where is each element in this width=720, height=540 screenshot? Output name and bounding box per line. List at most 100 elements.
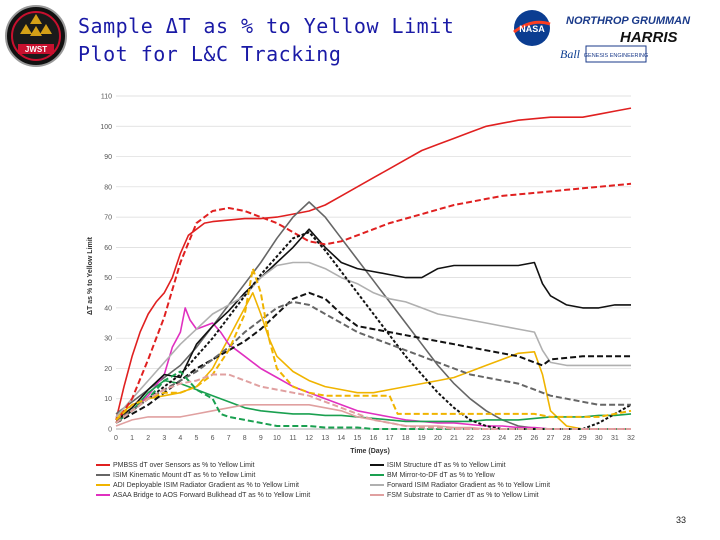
y-tick-label: 60 bbox=[104, 245, 112, 252]
x-tick-label: 31 bbox=[611, 435, 619, 442]
x-axis-label: Time (Days) bbox=[350, 448, 390, 455]
legend-label: Forward ISIM Radiator Gradient as % to Y… bbox=[387, 481, 551, 489]
legend-swatch bbox=[370, 474, 384, 476]
x-tick-label: 28 bbox=[563, 435, 571, 442]
y-tick-label: 100 bbox=[100, 124, 112, 131]
legend-swatch bbox=[370, 484, 384, 486]
legend-swatch bbox=[96, 464, 110, 466]
legend-entry: BM Mirror-to-DF dT as % to Yellow bbox=[370, 470, 495, 480]
x-tick-label: 13 bbox=[321, 435, 329, 442]
chart-legend: PMBSS dT over Sensors as % to Yellow Lim… bbox=[96, 460, 656, 504]
x-tick-label: 2 bbox=[146, 435, 150, 442]
y-tick-label: 30 bbox=[104, 336, 112, 343]
x-tick-label: 3 bbox=[162, 435, 166, 442]
y-tick-label: 70 bbox=[104, 215, 112, 222]
y-axis-ticks: 0 10 20 30 40 50 60 70 80 90 100 110 bbox=[100, 94, 112, 434]
x-tick-label: 14 bbox=[337, 435, 345, 442]
page-number: 33 bbox=[676, 515, 687, 525]
legend-swatch bbox=[96, 484, 110, 486]
x-tick-label: 9 bbox=[259, 435, 263, 442]
x-tick-label: 11 bbox=[289, 435, 296, 442]
legend-entry: ISIM Structure dT as % to Yellow Limit bbox=[370, 460, 506, 470]
y-tick-label: 10 bbox=[104, 396, 112, 403]
partner-logos: NASA NORTHROP GRUMMAN HARRIS Ball GENESI… bbox=[513, 10, 691, 63]
y-axis-label: ΔT as % to Yellow Limit bbox=[87, 236, 94, 315]
x-tick-label: 10 bbox=[273, 435, 281, 442]
x-tick-label: 12 bbox=[305, 435, 313, 442]
series-line-3 bbox=[115, 307, 631, 430]
legend-swatch bbox=[96, 494, 110, 496]
legend-entry: Forward ISIM Radiator Gradient as % to Y… bbox=[370, 480, 550, 490]
legend-label: ISIM Kinematic Mount dT as % to Yellow L… bbox=[113, 471, 256, 479]
x-tick-label: 30 bbox=[595, 435, 603, 442]
legend-entry: PMBSS dT over Sensors as % to Yellow Lim… bbox=[96, 460, 255, 470]
x-tick-label: 0 bbox=[114, 435, 118, 442]
x-tick-label: 6 bbox=[211, 435, 215, 442]
x-tick-label: 8 bbox=[243, 435, 247, 442]
series-line-2 bbox=[115, 292, 631, 430]
slide-title: Sample ΔT as % to Yellow Limit Plot for … bbox=[78, 14, 455, 66]
legend-label: FSM Substrate to Carrier dT as % to Yell… bbox=[387, 491, 539, 499]
x-axis-ticks: 0 1 2 3 4 5 6 7 8 9 10 11 12 13 14 15 16 17 18 19 20 21 22 23 24… bbox=[114, 435, 635, 442]
x-tick-label: 24 bbox=[498, 435, 506, 442]
x-tick-label: 27 bbox=[547, 435, 555, 442]
series-line-12 bbox=[115, 267, 632, 421]
x-tick-label: 32 bbox=[627, 435, 635, 442]
series-line-4 bbox=[115, 228, 631, 421]
x-tick-label: 1 bbox=[130, 435, 134, 442]
series-line-11 bbox=[115, 300, 631, 421]
genesis-logo-text: GENESIS ENGINEERING bbox=[584, 53, 649, 59]
legend-swatch bbox=[96, 474, 110, 476]
series-line-9 bbox=[115, 291, 631, 424]
x-tick-label: 29 bbox=[579, 435, 587, 442]
x-tick-label: 25 bbox=[514, 435, 522, 442]
x-tick-label: 26 bbox=[531, 435, 539, 442]
x-tick-label: 22 bbox=[466, 435, 474, 442]
y-tick-label: 40 bbox=[104, 305, 112, 312]
x-tick-label: 20 bbox=[434, 435, 442, 442]
legend-label: PMBSS dT over Sensors as % to Yellow Lim… bbox=[113, 461, 255, 469]
x-tick-label: 15 bbox=[354, 435, 362, 442]
x-tick-label: 18 bbox=[402, 435, 410, 442]
legend-entry: FSM Substrate to Carrier dT as % to Yell… bbox=[370, 490, 539, 500]
legend-swatch bbox=[370, 464, 384, 466]
y-tick-label: 110 bbox=[101, 94, 112, 101]
series-line-13 bbox=[115, 370, 631, 430]
legend-label: ADI Deployable ISIM Radiator Gradient as… bbox=[113, 481, 299, 489]
x-tick-label: 19 bbox=[418, 435, 426, 442]
legend-entry: ADI Deployable ISIM Radiator Gradient as… bbox=[96, 480, 299, 490]
legend-entry: ISIM Kinematic Mount dT as % to Yellow L… bbox=[96, 470, 255, 480]
x-tick-label: 16 bbox=[370, 435, 378, 442]
x-tick-label: 17 bbox=[386, 435, 394, 442]
legend-swatch bbox=[370, 494, 384, 496]
legend-label: ASAA Bridge to AOS Forward Bulkhead dT a… bbox=[113, 491, 311, 499]
series-line-0 bbox=[115, 107, 632, 421]
x-tick-label: 21 bbox=[450, 435, 458, 442]
series-line-6 bbox=[115, 261, 631, 418]
x-tick-label: 7 bbox=[227, 435, 231, 442]
series-line-10 bbox=[115, 231, 632, 430]
x-tick-label: 5 bbox=[195, 435, 199, 442]
y-tick-label: 80 bbox=[104, 184, 112, 191]
y-tick-label: 90 bbox=[104, 154, 112, 161]
legend-label: ISIM Structure dT as % to Yellow Limit bbox=[387, 461, 506, 469]
y-tick-label: 0 bbox=[108, 427, 112, 434]
jwst-logo-text: JWST bbox=[25, 45, 47, 54]
nasa-logo-text: NASA bbox=[519, 24, 545, 34]
legend-entry: ASAA Bridge to AOS Forward Bulkhead dT a… bbox=[96, 490, 310, 500]
northrop-logo-text: NORTHROP GRUMMAN bbox=[566, 15, 691, 27]
jwst-logo: JWST bbox=[5, 5, 67, 67]
harris-logo-text: HARRIS bbox=[620, 29, 678, 46]
y-tick-label: 50 bbox=[104, 275, 112, 282]
series-line-8 bbox=[115, 182, 632, 424]
legend-label: BM Mirror-to-DF dT as % to Yellow bbox=[387, 471, 495, 479]
y-tick-label: 20 bbox=[104, 366, 112, 373]
chart-lines bbox=[115, 107, 632, 430]
chart-grid bbox=[116, 95, 631, 430]
nasa-logo: NASA bbox=[513, 10, 551, 46]
series-line-14 bbox=[115, 373, 631, 430]
x-tick-label: 23 bbox=[482, 435, 490, 442]
x-tick-label: 4 bbox=[178, 435, 182, 442]
ball-logo-text: Ball bbox=[560, 47, 581, 61]
